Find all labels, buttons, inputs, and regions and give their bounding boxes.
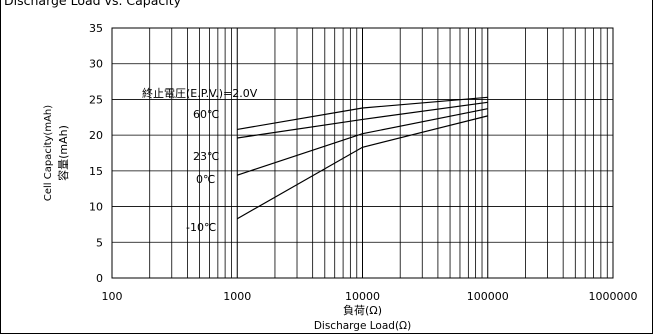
y-tick-label: 20 — [89, 129, 103, 142]
annotation-epv: 終止電圧(E.P.V.)=2.0V — [142, 86, 258, 100]
series-lines — [236, 96, 488, 220]
y-tick-label: 5 — [96, 236, 103, 249]
series-label: 0℃ — [196, 173, 215, 186]
x-axis-title-jp: 負荷(Ω) — [343, 304, 382, 317]
series-label: -10℃ — [186, 221, 216, 234]
y-tick-label: 0 — [96, 272, 103, 285]
y-tick-label: 10 — [89, 201, 103, 214]
y-tick-label: 15 — [89, 165, 103, 178]
axis-labels: 0 5 10 15 20 25 30 35 100 1000 10000 100000 1000000 — [89, 22, 638, 303]
x-tick-label: 10000 — [345, 290, 380, 303]
chart-title: Discharge Load vs. Capacity — [4, 0, 182, 8]
axis-titles: 負荷(Ω) Discharge Load(Ω) Cell Capacity(mAh)… — [43, 105, 411, 332]
series-label: 60℃ — [193, 108, 219, 121]
y-tick-label: 30 — [89, 58, 103, 71]
x-axis-title: Discharge Load(Ω) — [314, 320, 411, 332]
y-axis-title-jp: 容量(mAh) — [56, 125, 70, 181]
series-line — [236, 115, 488, 220]
series-line — [237, 96, 488, 131]
x-tick-label: 100 — [102, 290, 123, 303]
y-tick-label: 35 — [89, 22, 103, 35]
y-axis-title: Cell Capacity(mAh) — [43, 105, 54, 201]
series-line — [237, 101, 488, 139]
y-tick-label: 25 — [89, 93, 103, 106]
x-tick-label: 1000000 — [589, 290, 638, 303]
series-label: 23℃ — [193, 150, 219, 163]
plot-area-border — [111, 27, 614, 279]
x-tick-label: 1000 — [223, 290, 251, 303]
series-line — [237, 108, 488, 176]
x-tick-label: 100000 — [467, 290, 509, 303]
series-labels: 60℃ 23℃ 0℃ -10℃ 終止電圧(E.P.V.)=2.0V — [142, 86, 258, 234]
grid-lines — [112, 28, 613, 278]
